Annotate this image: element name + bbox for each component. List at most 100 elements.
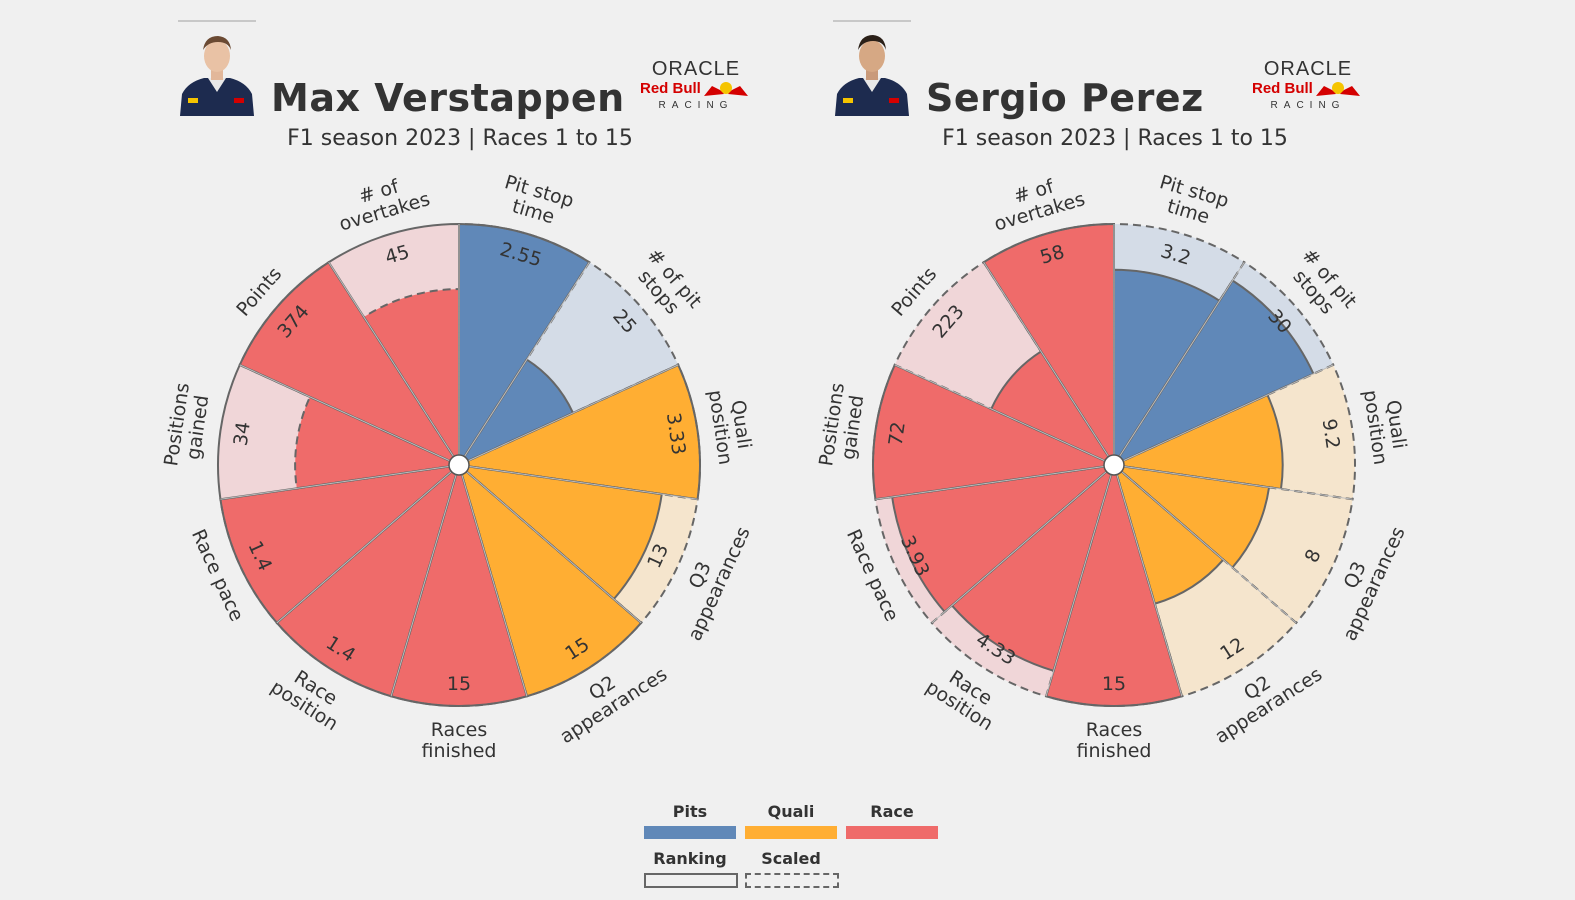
category-label-pit-stop-time: Pit stoptime (496, 171, 576, 232)
gridline (458, 261, 590, 466)
category-label-pit-stop-time: Pit stoptime (1151, 171, 1231, 232)
bar-scaled-outline-races-finished (1044, 461, 1184, 707)
driver-panel-perez: Sergio Perez ORACLE Red Bull RACING F1 s… (755, 0, 1475, 790)
bar-scaled-outline-pit-stop-time (458, 222, 591, 469)
logo-redbull-text: Red Bull (1252, 80, 1313, 97)
driver-portrait-icon (178, 20, 256, 116)
bar-ranking-outline-race-position (950, 462, 1116, 673)
value-label-races-finished: 15 (1102, 673, 1126, 695)
category-label-num-of-overtakes: # ofovertakes (986, 168, 1088, 235)
bar-points (239, 262, 459, 465)
bar-q3-appearances (459, 465, 662, 600)
team-logo: ORACLE Red Bull RACING (640, 58, 752, 118)
bar-ranking-outline-q3-appearances (455, 463, 663, 601)
value-label-races-finished: 15 (447, 673, 471, 695)
logo-oracle-text: ORACLE (651, 58, 741, 80)
bar-scaled-outline-race-pace (874, 463, 1118, 625)
bar-quali-position (1114, 394, 1283, 490)
bar-scaled-outline-positions-gained (872, 363, 1118, 501)
bar-scaled-outline-points (238, 260, 462, 468)
redbull-bull-icon (702, 80, 750, 102)
category-label-races-finished: Races finished (1077, 719, 1152, 762)
bar-ranking-outline-quali-position (1110, 393, 1284, 491)
legend-swatch-quali (745, 826, 837, 839)
bar-scaled-outline-num-of-overtakes (362, 288, 460, 469)
legend-label-ranking: Ranking (653, 849, 727, 868)
gridline (239, 364, 460, 466)
bar-scaled-outline-points (893, 260, 1117, 468)
legend-swatch-pits (644, 826, 736, 839)
bar-positions-gained (295, 396, 459, 489)
bar-ranking-outline-num-of-pit-stops (1111, 279, 1315, 468)
gridline (1113, 464, 1297, 624)
legend-label-quali: Quali (767, 802, 815, 821)
bar-scaled-outline-q3-appearances (1110, 463, 1354, 625)
bar-q2-appearances (1114, 465, 1224, 604)
legend-label-race: Race (870, 802, 914, 821)
bar-race-pace (892, 465, 1114, 612)
gridline (1113, 464, 1353, 500)
bar-scaled-outline-race-position (275, 462, 461, 698)
bar-scaled-outline-num-of-overtakes (982, 222, 1115, 469)
bar-ranking-outline-positions-gained (217, 363, 463, 501)
gridline (875, 464, 1115, 500)
chart-legend: Pits Quali Race Ranking Scaled (643, 800, 943, 895)
gridline (328, 261, 460, 466)
redbull-bull-icon (1314, 80, 1362, 102)
bar-scaled-outline-num-of-pit-stops (1111, 260, 1335, 468)
bar-scaled-outline-quali-position (455, 363, 701, 501)
bar-scaled-outline-num-of-pit-stops (456, 260, 680, 468)
bars-group (872, 222, 1356, 707)
bar-scaled-outline-races-finished (389, 461, 529, 707)
gridline (1045, 464, 1115, 697)
category-label-positions-gained: Positionsgained (160, 381, 214, 470)
value-label-positions-gained: 34 (230, 420, 255, 447)
gridline (931, 464, 1115, 624)
gridline (276, 464, 460, 624)
driver-name: Max Verstappen (271, 76, 625, 120)
gridline (458, 464, 698, 500)
bar-ranking-outline-q2-appearances (1112, 462, 1225, 605)
bar-num-of-pit-stops (1114, 280, 1314, 465)
bar-q2-appearances (459, 465, 642, 697)
bar-scaled-outline-pit-stop-time (1113, 222, 1246, 469)
bar-ranking-outline-num-of-overtakes (327, 222, 460, 469)
logo-racing-text: RACING (658, 100, 734, 111)
value-label-quali-position: 9.2 (1318, 417, 1344, 450)
category-label-races-finished: Races finished (422, 719, 497, 762)
bar-race-pace (220, 465, 459, 623)
bar-race-position (951, 465, 1114, 671)
bar-races-finished (1046, 465, 1182, 707)
gridline (220, 464, 460, 500)
bar-scaled-outline-race-pace (219, 463, 463, 625)
bar-scaled-outline-q2-appearances (457, 462, 643, 698)
bars-group (217, 222, 701, 707)
gridline (1113, 464, 1183, 697)
bar-quali-position (459, 364, 701, 500)
driver-name: Sergio Perez (926, 76, 1204, 120)
bar-ranking-outline-pit-stop-time (1113, 268, 1221, 469)
bar-scaled-outline-race-position (930, 462, 1116, 698)
panel-header: Max Verstappen ORACLE Red Bull RACING F1… (100, 0, 820, 160)
bar-q3-appearances (1114, 465, 1270, 568)
team-logo: ORACLE Red Bull RACING (1252, 58, 1364, 118)
gridline (1113, 364, 1334, 466)
panel-header: Sergio Perez ORACLE Red Bull RACING F1 s… (755, 0, 1475, 160)
gridline (390, 464, 460, 697)
bar-pit-stop-time (1114, 269, 1220, 465)
bar-races-finished (391, 465, 527, 707)
category-label-quali-position: Qualiposition (1359, 386, 1412, 467)
legend-label-scaled: Scaled (761, 849, 821, 868)
bar-ranking-outline-q3-appearances (1110, 463, 1271, 569)
gridline (983, 261, 1115, 466)
value-label-positions-gained: 72 (885, 420, 910, 447)
bar-race-position (276, 465, 459, 697)
center-circle (448, 454, 470, 476)
gridline (1113, 261, 1245, 466)
driver-portrait-icon (833, 20, 911, 116)
logo-racing-text: RACING (1270, 100, 1346, 111)
gridline (894, 364, 1115, 466)
driver-panel-verstappen: Max Verstappen ORACLE Red Bull RACING F1… (100, 0, 820, 790)
gridline (458, 464, 642, 624)
bar-ranking-outline-race-pace (891, 463, 1118, 614)
